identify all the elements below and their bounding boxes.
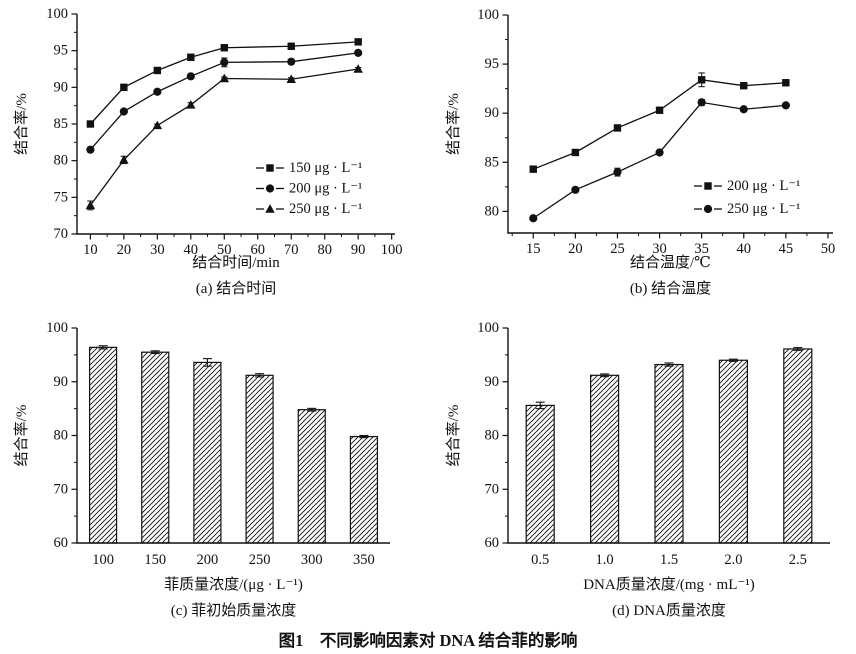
svg-text:70: 70 xyxy=(485,481,500,497)
svg-text:80: 80 xyxy=(485,203,500,219)
svg-text:45: 45 xyxy=(779,241,794,257)
svg-text:(b) 结合温度: (b) 结合温度 xyxy=(630,280,711,297)
svg-text:50: 50 xyxy=(821,241,836,257)
svg-text:70: 70 xyxy=(284,242,299,258)
svg-text:(c) 菲初始质量浓度: (c) 菲初始质量浓度 xyxy=(171,602,296,619)
svg-text:200 μg · L⁻¹: 200 μg · L⁻¹ xyxy=(289,181,362,197)
svg-text:300: 300 xyxy=(301,552,323,568)
svg-text:15: 15 xyxy=(526,241,541,257)
svg-text:250 μg · L⁻¹: 250 μg · L⁻¹ xyxy=(289,201,362,217)
svg-text:250 μg · L⁻¹: 250 μg · L⁻¹ xyxy=(727,201,800,217)
svg-text:90: 90 xyxy=(54,374,69,390)
subplot-c-phenanthrene-concentration-bar-chart: 60 70 80 90 100 100 150 200 250 300 350 菲质量浓度/(μg ·… xyxy=(13,320,390,619)
svg-text:90: 90 xyxy=(485,374,500,390)
svg-text:(a) 结合时间: (a) 结合时间 xyxy=(196,280,276,297)
svg-text:结合率/%: 结合率/% xyxy=(445,405,462,467)
svg-text:85: 85 xyxy=(54,116,69,132)
svg-text:80: 80 xyxy=(54,153,69,169)
subplot-b-binding-temperature-line-chart: 80 85 90 95 100 15 20 25 30 35 40 45 50 200 μg · L⁻¹ 2… xyxy=(445,7,836,297)
svg-text:100: 100 xyxy=(477,7,499,23)
svg-text:菲质量浓度/(μg · L⁻¹): 菲质量浓度/(μg · L⁻¹) xyxy=(164,576,303,593)
svg-text:60: 60 xyxy=(251,242,266,258)
svg-text:350: 350 xyxy=(353,552,375,568)
svg-text:100: 100 xyxy=(46,6,68,22)
svg-text:2.0: 2.0 xyxy=(724,552,742,568)
figure-caption: 图1 不同影响因素对 DNA 结合菲的影响 xyxy=(278,631,578,650)
svg-text:35: 35 xyxy=(694,241,709,257)
subplot-a-binding-time-line-chart: 70 75 80 85 90 95 100 10 20 30 40 50 60 70 80 90 100 150 … xyxy=(13,6,403,297)
svg-text:结合温度/℃: 结合温度/℃ xyxy=(630,254,711,271)
svg-text:结合时间/min: 结合时间/min xyxy=(192,254,280,271)
svg-text:70: 70 xyxy=(54,226,69,242)
svg-text:90: 90 xyxy=(485,105,500,121)
svg-text:25: 25 xyxy=(610,241,625,257)
svg-text:60: 60 xyxy=(54,535,69,551)
svg-text:40: 40 xyxy=(737,241,752,257)
svg-text:20: 20 xyxy=(117,242,132,258)
svg-text:2.5: 2.5 xyxy=(789,552,807,568)
svg-text:100: 100 xyxy=(92,552,114,568)
svg-text:DNA质量浓度/(mg · mL⁻¹): DNA质量浓度/(mg · mL⁻¹) xyxy=(583,576,755,593)
subplot-d-dna-concentration-bar-chart: 60 70 80 90 100 0.5 1.0 1.5 2.0 2.5 DNA质量浓度/(mg · … xyxy=(445,320,830,619)
svg-text:80: 80 xyxy=(485,428,500,444)
svg-text:200 μg · L⁻¹: 200 μg · L⁻¹ xyxy=(727,178,800,194)
subplot-grid: 70 75 80 85 90 95 100 10 20 30 40 50 60 70 80 90 100 150 … xyxy=(13,6,836,619)
svg-text:70: 70 xyxy=(54,481,69,497)
svg-text:100: 100 xyxy=(46,320,68,336)
svg-text:30: 30 xyxy=(150,242,165,258)
svg-text:50: 50 xyxy=(217,242,232,258)
svg-text:200: 200 xyxy=(197,552,219,568)
svg-text:20: 20 xyxy=(568,241,583,257)
svg-text:80: 80 xyxy=(54,428,69,444)
svg-text:100: 100 xyxy=(381,242,403,258)
svg-text:90: 90 xyxy=(54,79,69,95)
svg-text:1.5: 1.5 xyxy=(660,552,678,568)
svg-text:40: 40 xyxy=(184,242,199,258)
svg-text:85: 85 xyxy=(485,154,500,170)
svg-text:结合率/%: 结合率/% xyxy=(13,405,30,467)
svg-text:结合率/%: 结合率/% xyxy=(445,93,462,155)
svg-text:150: 150 xyxy=(144,552,166,568)
svg-text:(d) DNA质量浓度: (d) DNA质量浓度 xyxy=(612,602,726,619)
svg-text:80: 80 xyxy=(317,242,332,258)
svg-text:95: 95 xyxy=(54,43,69,59)
svg-text:10: 10 xyxy=(83,242,98,258)
svg-text:150 μg · L⁻¹: 150 μg · L⁻¹ xyxy=(289,160,362,176)
svg-text:75: 75 xyxy=(54,189,69,205)
svg-text:250: 250 xyxy=(249,552,271,568)
svg-text:100: 100 xyxy=(477,320,499,336)
svg-text:1.0: 1.0 xyxy=(596,552,614,568)
svg-text:0.5: 0.5 xyxy=(531,552,549,568)
svg-text:95: 95 xyxy=(485,56,500,72)
svg-text:90: 90 xyxy=(351,242,366,258)
svg-text:30: 30 xyxy=(652,241,667,257)
svg-text:结合率/%: 结合率/% xyxy=(13,93,30,155)
svg-text:60: 60 xyxy=(485,535,500,551)
